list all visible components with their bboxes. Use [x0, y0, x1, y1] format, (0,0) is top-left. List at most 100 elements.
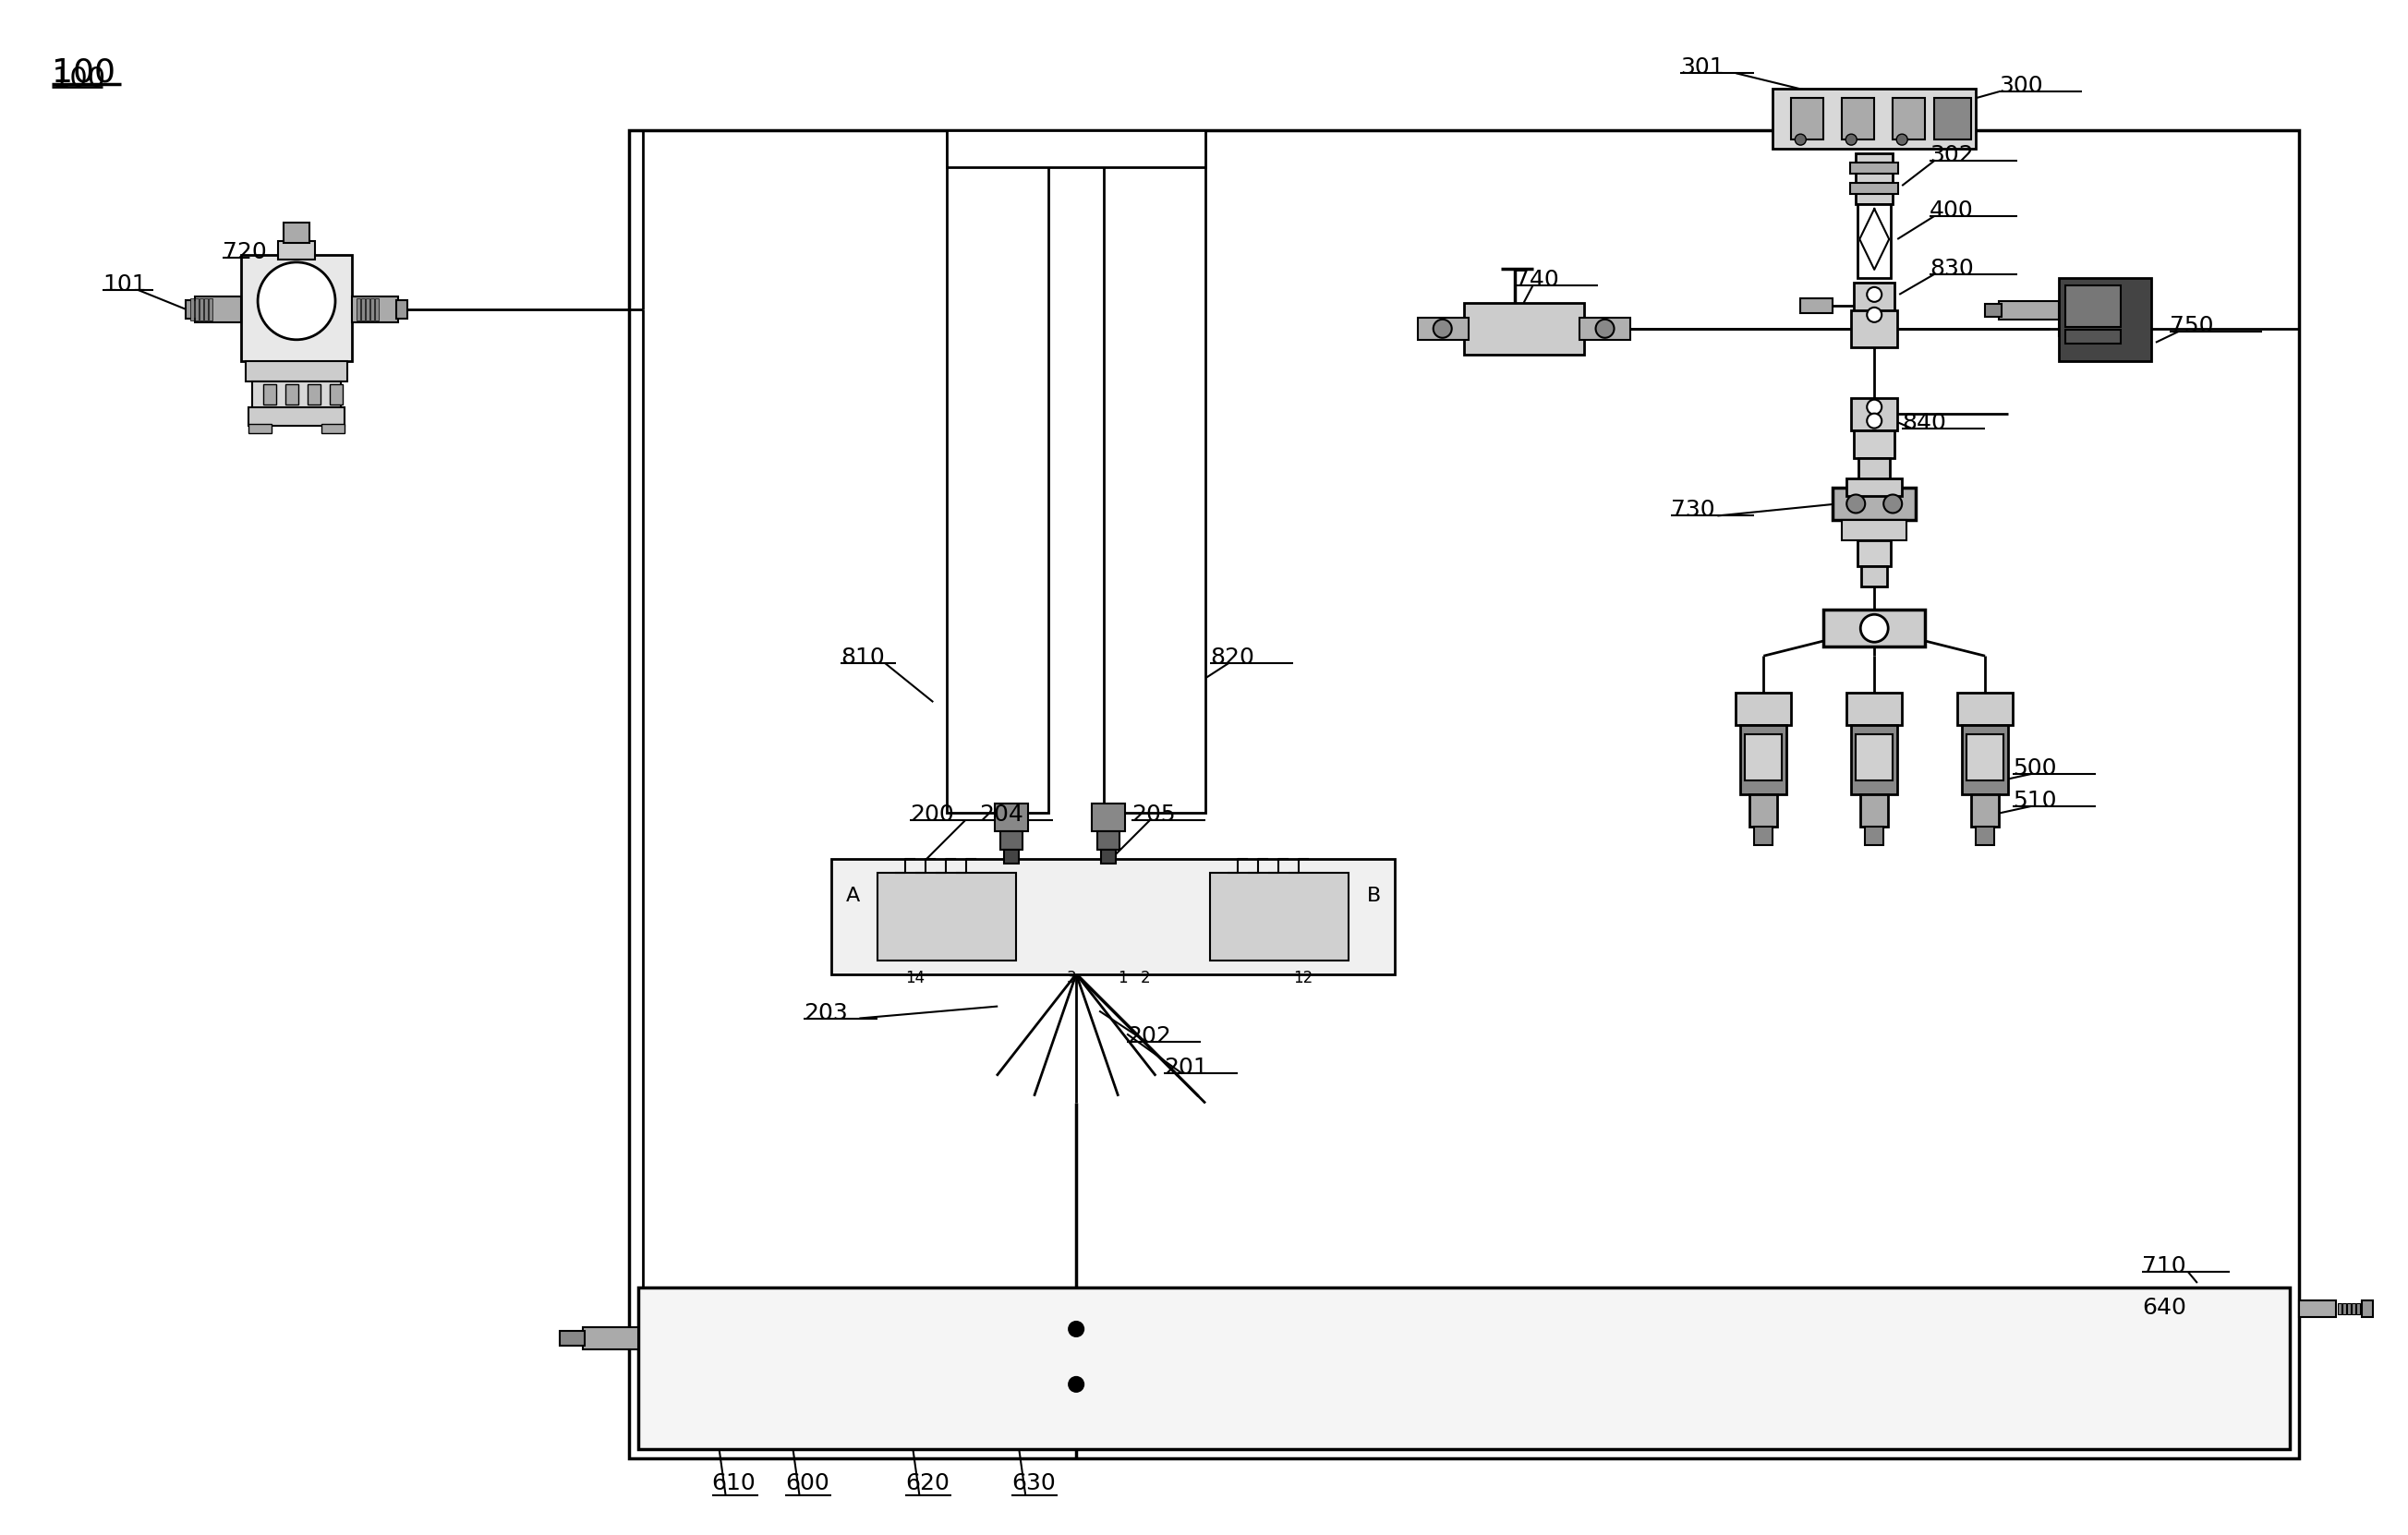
Circle shape	[1866, 399, 1881, 414]
Bar	[1100, 849, 1115, 863]
Bar	[190, 298, 195, 321]
Bar	[262, 384, 277, 404]
Bar	[248, 407, 344, 425]
Circle shape	[1597, 319, 1613, 338]
Bar	[248, 424, 272, 433]
Circle shape	[1433, 319, 1452, 338]
Bar	[1999, 301, 2059, 319]
Bar	[1859, 457, 1890, 480]
Text: A: A	[845, 886, 860, 906]
Bar	[2066, 286, 2121, 327]
Text: 302: 302	[1929, 144, 1975, 166]
Bar	[1746, 734, 1782, 780]
Bar	[246, 361, 347, 381]
Text: 12: 12	[1293, 970, 1312, 985]
Circle shape	[1866, 307, 1881, 322]
Bar	[1972, 794, 1999, 826]
Bar	[1861, 566, 1888, 586]
Bar	[1580, 318, 1630, 339]
Bar	[2066, 330, 2121, 344]
Bar	[1861, 794, 1888, 826]
Bar	[1091, 803, 1125, 830]
Bar	[638, 1288, 2290, 1449]
Bar	[831, 858, 1394, 975]
Bar	[1098, 830, 1120, 849]
Text: 710: 710	[2141, 1256, 2186, 1277]
Bar	[1967, 734, 2003, 780]
Text: 740: 740	[1515, 269, 1558, 290]
Bar	[1847, 692, 1902, 725]
Circle shape	[1866, 413, 1881, 428]
Text: 2: 2	[1141, 970, 1151, 985]
Bar	[1842, 520, 1907, 540]
Bar	[209, 298, 212, 321]
Bar	[287, 384, 299, 404]
Bar	[185, 299, 197, 318]
Bar	[1984, 304, 2001, 316]
Text: 300: 300	[1999, 75, 2042, 97]
Bar	[200, 298, 202, 321]
Bar	[253, 381, 342, 408]
Text: 101: 101	[104, 273, 147, 295]
Bar	[583, 1328, 638, 1349]
Bar	[1866, 826, 1883, 844]
Text: 201: 201	[1163, 1058, 1209, 1079]
Bar	[1464, 302, 1584, 355]
Bar	[1755, 826, 1772, 844]
Bar	[995, 803, 1028, 830]
Circle shape	[1898, 134, 1907, 146]
Bar	[2355, 1303, 2360, 1314]
Text: 750: 750	[2170, 315, 2213, 338]
Text: 205: 205	[1132, 803, 1175, 826]
Bar	[2362, 1300, 2372, 1317]
Bar	[559, 1331, 585, 1346]
Text: 100: 100	[53, 57, 116, 87]
Bar	[361, 298, 366, 321]
Bar	[946, 130, 1206, 167]
Bar	[2090, 325, 2107, 332]
Text: 1: 1	[1117, 970, 1127, 985]
Circle shape	[258, 262, 335, 339]
Bar	[1418, 318, 1469, 339]
Bar	[371, 298, 373, 321]
Bar	[1772, 89, 1977, 149]
Bar	[628, 130, 2300, 1458]
Bar	[284, 223, 311, 243]
Bar	[376, 298, 378, 321]
Bar	[946, 130, 1047, 812]
Bar	[1963, 725, 2008, 794]
Text: 200: 200	[910, 803, 954, 826]
Text: 830: 830	[1929, 258, 1975, 279]
Circle shape	[1069, 1322, 1084, 1337]
Bar	[1849, 163, 1898, 173]
Circle shape	[1866, 287, 1881, 302]
Bar	[1864, 480, 1885, 499]
Bar	[1847, 477, 1902, 496]
Bar	[1854, 282, 1895, 328]
Text: 400: 400	[1929, 200, 1975, 221]
Bar	[1103, 130, 1206, 812]
Polygon shape	[1859, 209, 1890, 270]
Bar	[1893, 98, 1924, 140]
Text: 14: 14	[905, 970, 925, 985]
Bar	[1741, 725, 1787, 794]
Bar	[1977, 826, 1994, 844]
Text: B: B	[1368, 886, 1380, 906]
Text: 100: 100	[53, 66, 106, 92]
Bar	[366, 298, 368, 321]
Text: 204: 204	[980, 803, 1023, 826]
Bar	[879, 872, 1016, 961]
Text: 610: 610	[713, 1472, 756, 1494]
Bar	[1004, 849, 1019, 863]
Bar	[1002, 830, 1023, 849]
Bar	[1209, 872, 1348, 961]
Text: 640: 640	[2141, 1297, 2186, 1319]
Bar	[1832, 487, 1917, 520]
Bar	[1852, 310, 1898, 347]
Text: 820: 820	[1209, 646, 1255, 669]
Bar	[2343, 1303, 2345, 1314]
Text: 301: 301	[1681, 57, 1724, 78]
Bar	[1823, 609, 1924, 646]
Circle shape	[1794, 134, 1806, 146]
Bar	[1792, 98, 1823, 140]
